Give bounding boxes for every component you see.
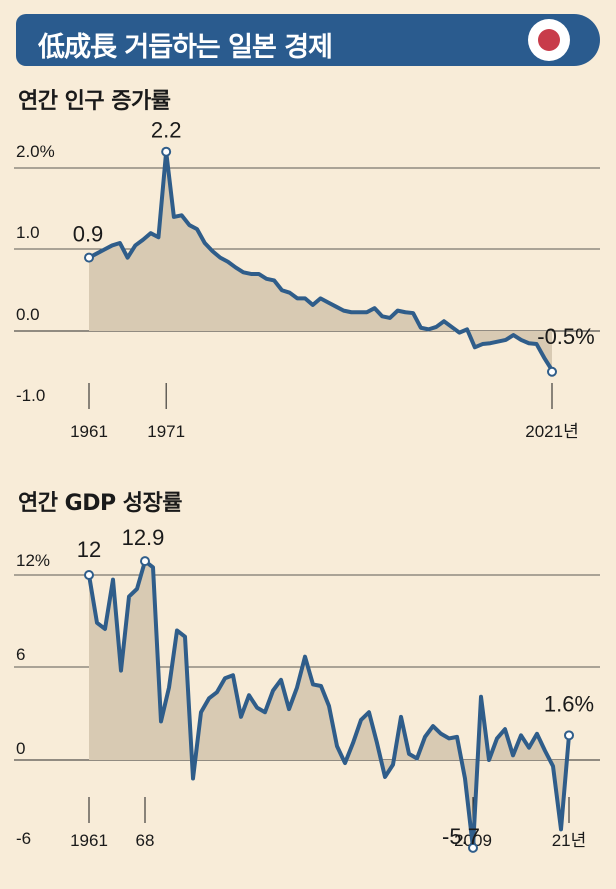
annotation-marker [547, 366, 557, 377]
annotation-label: 1.6% [544, 691, 594, 716]
series-line [87, 559, 571, 850]
y-tick-label: 0.0 [16, 305, 40, 324]
annotation-label: -5.7 [442, 824, 480, 849]
y-tick-label: 12% [16, 551, 50, 570]
y-tick-label: 0 [16, 739, 25, 758]
x-tick-label: 1961 [70, 422, 108, 441]
y-tick-label: -6 [16, 829, 31, 848]
annotation-label: 2.2 [151, 118, 182, 143]
y-tick-label: 6 [16, 645, 25, 664]
japan-flag-icon [528, 19, 570, 61]
area-fill [89, 151, 552, 371]
annotation-label: 12 [77, 537, 101, 562]
annotation-label: -0.5% [537, 324, 594, 349]
y-tick-label: 1.0 [16, 223, 40, 242]
annotation-label: 12.9 [122, 525, 165, 550]
annotation-marker [564, 730, 574, 741]
x-tick-label: 2021년 [525, 422, 578, 441]
annotation-marker [468, 842, 478, 853]
annotation-marker [140, 556, 150, 567]
x-tick-label: 68 [136, 831, 155, 850]
population-growth-chart: 2.0% 1.0 0.0 -1.0 1961 1971 2021년 0.9 2.2 -0.5% [14, 118, 600, 441]
gdp-chart-title: 연간 GDP 성장률 [18, 491, 182, 516]
x-tick-label: 1971 [147, 422, 185, 441]
annotation-label: 0.9 [73, 222, 104, 247]
annotation-marker [84, 252, 94, 263]
flag-sun [538, 29, 560, 51]
annotation-marker [161, 146, 172, 157]
title-banner: 低成長 거듭하는 일본 경제 [16, 14, 600, 66]
x-tick-label: 1961 [70, 831, 108, 850]
y-tick-label: 2.0% [16, 142, 55, 161]
population-chart-title: 연간 인구 증가률 [18, 89, 171, 114]
page-title: 低成長 거듭하는 일본 경제 [38, 32, 333, 63]
y-tick-label: -1.0 [16, 386, 45, 405]
annotation-marker [84, 570, 94, 580]
x-tick-label: 21년 [552, 831, 587, 850]
